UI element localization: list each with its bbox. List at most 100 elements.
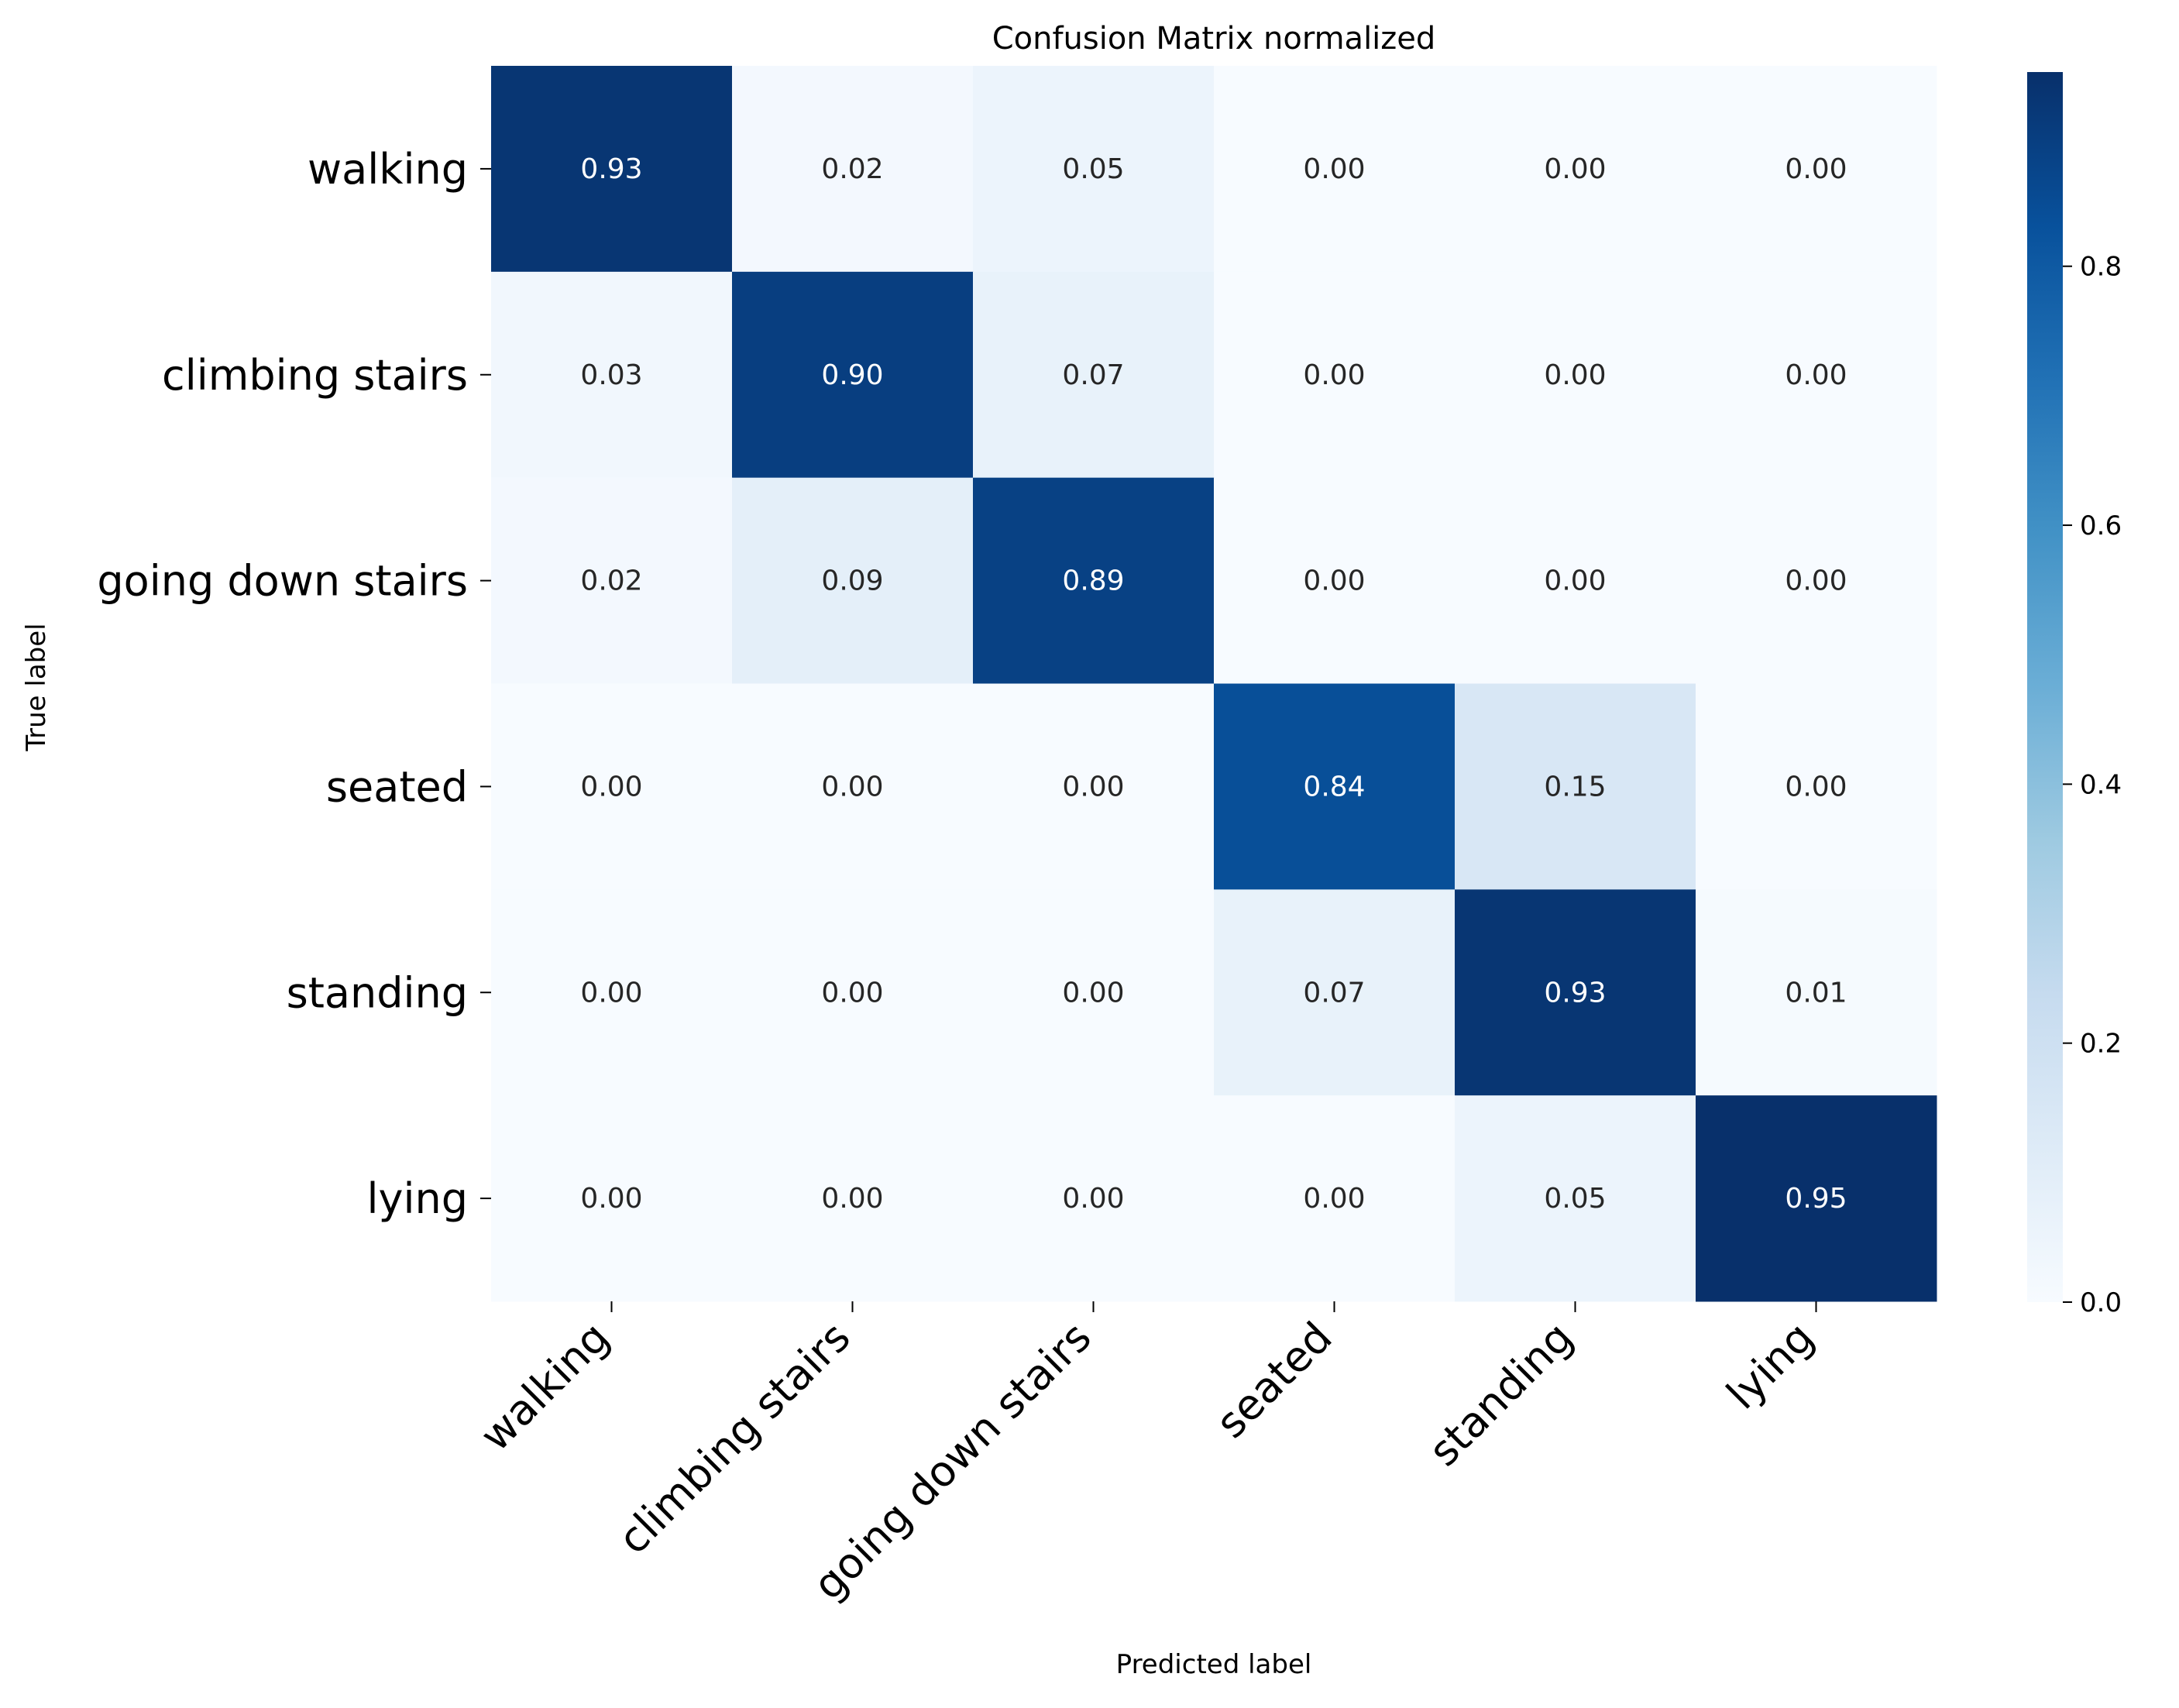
cell-value-label: 0.00 xyxy=(1544,359,1606,391)
y-tick-label: walking xyxy=(308,145,468,194)
heatmap-cell xyxy=(1214,889,1456,1096)
heatmap-cell xyxy=(1696,477,1937,684)
heatmap-cell xyxy=(732,889,974,1096)
cell-value-label: 0.95 xyxy=(1785,1183,1847,1215)
cell-value-label: 0.00 xyxy=(1303,153,1365,185)
cell-value-label: 0.84 xyxy=(1303,771,1365,802)
cell-value-label: 0.00 xyxy=(580,977,642,1009)
cell-value-label: 0.00 xyxy=(1785,359,1847,391)
cell-value-labels: 0.93 0.02 0.05 0.00 0.00 0.00 0.03 0.90 0.07 0.00… xyxy=(580,153,1847,1215)
heatmap-cell xyxy=(491,477,733,684)
heatmap-cell xyxy=(491,271,733,479)
y-tick-label: seated xyxy=(326,762,468,811)
cell-value-label: 0.00 xyxy=(1062,977,1124,1009)
colorbar-tick-label: 0.6 xyxy=(2080,510,2122,541)
cell-value-label: 0.00 xyxy=(1785,771,1847,802)
cell-value-label: 0.89 xyxy=(1062,565,1124,597)
cell-value-label: 0.00 xyxy=(1785,565,1847,597)
heatmap-cell xyxy=(1696,889,1937,1096)
cell-value-label: 0.15 xyxy=(1544,771,1606,802)
colorbar: 0.0 0.2 0.4 0.6 0.8 xyxy=(2027,72,2122,1318)
y-axis-ticks: walking climbing stairs going down stairs s… xyxy=(97,145,491,1223)
x-tick-label: seated xyxy=(1207,1313,1342,1448)
cell-value-label: 0.90 xyxy=(821,359,883,391)
heatmap-cell xyxy=(1214,683,1456,890)
colorbar-tick-label: 0.8 xyxy=(2080,252,2122,283)
cell-value-label: 0.00 xyxy=(580,771,642,802)
x-tick-label: walking xyxy=(471,1313,619,1461)
heatmap-cell xyxy=(491,66,733,273)
heatmap-cell xyxy=(732,66,974,273)
cell-value-label: 0.01 xyxy=(1785,977,1847,1009)
heatmap-cell xyxy=(1214,271,1456,479)
heatmap-cell xyxy=(491,683,733,890)
heatmap-cell xyxy=(1214,477,1456,684)
colorbar-tick-label: 0.4 xyxy=(2080,769,2122,800)
cell-value-label: 0.00 xyxy=(821,977,883,1009)
heatmap-cell xyxy=(491,889,733,1096)
cell-value-label: 0.05 xyxy=(1544,1183,1606,1215)
colorbar-gradient xyxy=(2027,72,2063,1302)
cell-value-label: 0.00 xyxy=(1303,359,1365,391)
y-tick-label: going down stairs xyxy=(97,557,468,606)
x-tick-label: lying xyxy=(1717,1313,1823,1419)
cell-value-label: 0.93 xyxy=(580,153,642,185)
colorbar-tick-label: 0.0 xyxy=(2080,1287,2122,1318)
heatmap-cell xyxy=(973,683,1215,890)
cell-value-label: 0.00 xyxy=(821,771,883,802)
y-axis-label: True label xyxy=(21,623,52,751)
heatmap-cell xyxy=(1455,477,1696,684)
cell-value-label: 0.07 xyxy=(1303,977,1365,1009)
heatmap-cell xyxy=(732,1095,974,1302)
heatmap-cell xyxy=(1696,1095,1937,1302)
cell-value-label: 0.03 xyxy=(580,359,642,391)
y-tick-label: lying xyxy=(367,1174,468,1223)
cell-value-label: 0.05 xyxy=(1062,153,1124,185)
heatmap-cell xyxy=(1696,683,1937,890)
x-tick-label: climbing stairs xyxy=(609,1313,860,1564)
y-tick-label: standing xyxy=(287,968,468,1017)
heatmap-cell xyxy=(973,477,1215,684)
cell-value-label: 0.02 xyxy=(821,153,883,185)
heatmap-cell xyxy=(732,683,974,890)
heatmap-cell xyxy=(732,271,974,479)
cell-value-label: 0.00 xyxy=(1785,153,1847,185)
heatmap-cells xyxy=(491,66,1937,1302)
x-axis-label: Predicted label xyxy=(1116,1649,1312,1680)
cell-value-label: 0.00 xyxy=(821,1183,883,1215)
cell-value-label: 0.02 xyxy=(580,565,642,597)
y-tick-label: climbing stairs xyxy=(162,351,468,400)
cell-value-label: 0.00 xyxy=(580,1183,642,1215)
heatmap-cell xyxy=(1455,271,1696,479)
cell-value-label: 0.00 xyxy=(1303,1183,1365,1215)
chart-title: Confusion Matrix normalized xyxy=(992,21,1436,57)
heatmap-cell xyxy=(1696,271,1937,479)
heatmap-cell xyxy=(1455,889,1696,1096)
cell-value-label: 0.00 xyxy=(1062,1183,1124,1215)
cell-value-label: 0.93 xyxy=(1544,977,1606,1009)
heatmap-cell xyxy=(973,889,1215,1096)
cell-value-label: 0.00 xyxy=(1062,771,1124,802)
heatmap-cell xyxy=(732,477,974,684)
heatmap-cell xyxy=(973,66,1215,273)
colorbar-tick-label: 0.2 xyxy=(2080,1029,2122,1060)
colorbar-ticks: 0.0 0.2 0.4 0.6 0.8 xyxy=(2063,252,2122,1318)
heatmap-cell xyxy=(1455,1095,1696,1302)
cell-value-label: 0.00 xyxy=(1544,565,1606,597)
x-tick-label: standing xyxy=(1419,1313,1582,1476)
heatmap-cell xyxy=(973,1095,1215,1302)
cell-value-label: 0.09 xyxy=(821,565,883,597)
cell-value-label: 0.00 xyxy=(1544,153,1606,185)
heatmap-cell xyxy=(491,1095,733,1302)
heatmap-cell xyxy=(973,271,1215,479)
heatmap-cell xyxy=(1214,66,1456,273)
heatmap-cell xyxy=(1455,66,1696,273)
heatmap-cell xyxy=(1214,1095,1456,1302)
heatmap-cell xyxy=(1696,66,1937,273)
cell-value-label: 0.07 xyxy=(1062,359,1124,391)
heatmap-cell xyxy=(1455,683,1696,890)
cell-value-label: 0.00 xyxy=(1303,565,1365,597)
